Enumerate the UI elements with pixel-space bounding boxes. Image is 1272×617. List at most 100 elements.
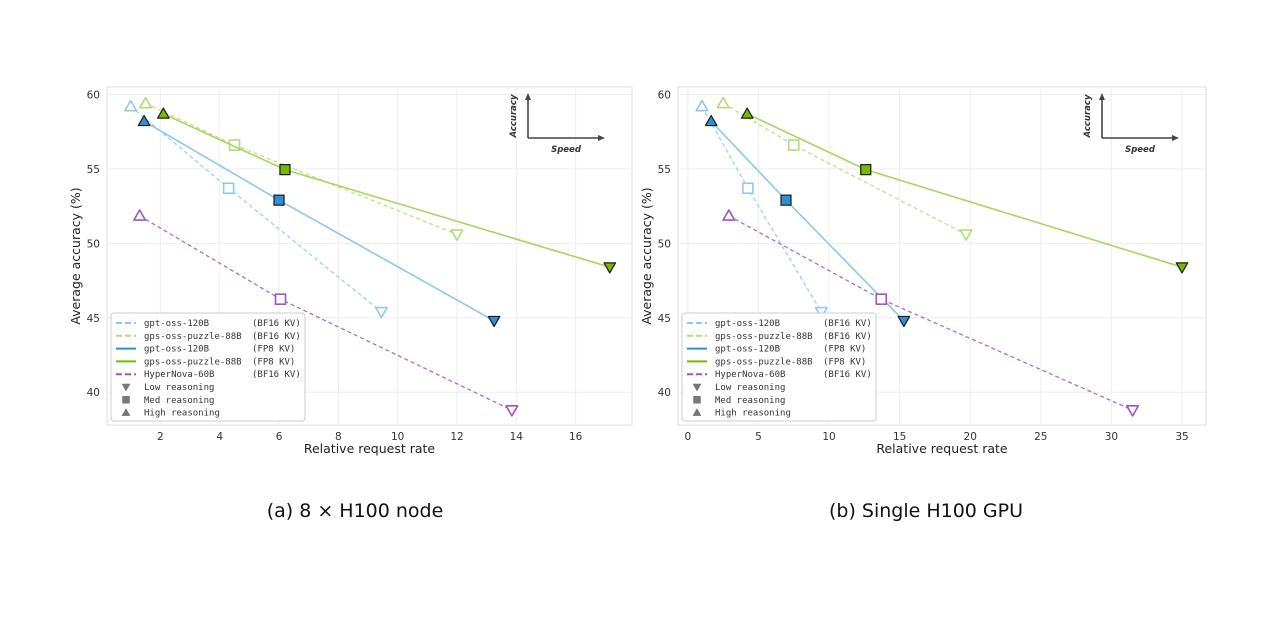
y-tick-label: 60 <box>658 89 671 101</box>
legend-marker-label: Low reasoning <box>144 383 214 393</box>
legend-triangle-down-icon <box>121 383 131 392</box>
legend: gpt-oss-120B (BF16 KV) gps-oss-puzzle-88B (… <box>110 312 306 422</box>
series-4 <box>133 209 519 417</box>
x-tick-label: 35 <box>1175 431 1188 443</box>
data-point-low <box>374 306 388 319</box>
x-tick-label: 5 <box>755 431 762 443</box>
legend-series-tag: (BF16 KV) <box>823 370 872 380</box>
y-tick-label: 45 <box>87 313 100 325</box>
legend-series-name: HyperNova-60B <box>715 370 785 380</box>
legend-series-tag: (BF16 KV) <box>252 332 301 342</box>
data-point-low <box>603 262 617 274</box>
x-tick-label: 25 <box>1034 431 1047 443</box>
data-point-low <box>450 229 464 241</box>
x-tick-label: 0 <box>685 431 692 443</box>
data-point-med <box>274 293 287 305</box>
legend-series-tag: (BF16 KV) <box>823 319 872 329</box>
legend-marker-label: Med reasoning <box>715 396 785 406</box>
data-point-med <box>875 293 888 305</box>
legend-box <box>110 312 306 422</box>
legend-series-tag: (FP8 KV) <box>823 345 866 355</box>
arrowhead-right-icon <box>598 135 605 141</box>
x-tick-label: 4 <box>216 431 223 443</box>
data-point-high <box>716 96 730 109</box>
legend-series-tag: (FP8 KV) <box>252 345 295 355</box>
legend-series-tag: (FP8 KV) <box>823 357 866 367</box>
data-point-med <box>780 194 792 206</box>
legend-box <box>681 312 877 422</box>
x-tick-label: 12 <box>450 431 463 443</box>
x-tick-label: 14 <box>510 431 524 443</box>
data-point-low <box>505 404 519 417</box>
x-tick-label: 10 <box>391 431 404 443</box>
y-tick-label: 60 <box>87 89 100 101</box>
y-axis-label: Average accuracy (%) <box>639 187 654 324</box>
x-tick-label: 8 <box>335 431 342 443</box>
data-point-high <box>139 96 153 109</box>
series-3 <box>157 107 617 274</box>
data-point-low <box>897 315 911 328</box>
legend-marker-label: Low reasoning <box>715 383 785 393</box>
x-tick-label: 10 <box>822 431 835 443</box>
data-point-med <box>222 182 235 195</box>
data-point-med <box>273 194 285 206</box>
legend-series-name: gpt-oss-120B <box>144 345 209 355</box>
legend-series-name: HyperNova-60B <box>144 370 214 380</box>
x-tick-label: 2 <box>157 431 164 443</box>
legend-series-name: gps-oss-puzzle-88B <box>715 357 813 367</box>
series-line <box>728 215 1133 411</box>
legend-series-name: gps-oss-puzzle-88B <box>715 332 813 342</box>
legend-series-name: gpt-oss-120B <box>715 319 780 329</box>
legend-series-name: gpt-oss-120B <box>715 345 780 355</box>
series-2 <box>704 114 911 328</box>
data-point-high <box>157 107 170 119</box>
x-tick-label: 15 <box>893 431 906 443</box>
y-axis-label: Average accuracy (%) <box>68 187 83 324</box>
x-tick-label: 30 <box>1105 431 1118 443</box>
legend-series-name: gps-oss-puzzle-88B <box>144 332 242 342</box>
y-tick-label: 55 <box>658 164 671 176</box>
inset-accuracy-label: Accuracy <box>509 94 519 138</box>
legend-triangle-up-icon <box>692 408 702 416</box>
legend-square-icon <box>693 396 701 404</box>
y-tick-label: 55 <box>87 164 100 176</box>
y-tick-label: 45 <box>658 313 671 325</box>
caption: (a) 8 × H100 node <box>267 500 444 522</box>
legend-marker-label: Med reasoning <box>144 396 214 406</box>
data-point-med <box>279 164 291 176</box>
x-tick-label: 16 <box>569 431 583 443</box>
x-axis-label: Relative request rate <box>876 441 1008 456</box>
series-1 <box>716 96 973 241</box>
data-point-high <box>124 99 138 112</box>
legend-series-tag: (BF16 KV) <box>823 332 872 342</box>
legend-marker-label: High reasoning <box>144 409 220 419</box>
series-3 <box>740 107 1189 274</box>
legend-series-tag: (BF16 KV) <box>252 370 301 380</box>
inset-accuracy-label: Accuracy <box>1083 94 1093 138</box>
chart-panel-0: 2 4 6 8 10 12 14 16 40 45 50 55 60 Relative request r… <box>68 86 633 522</box>
series-line <box>722 102 967 235</box>
data-point-high <box>704 114 718 127</box>
data-point-high <box>137 114 151 127</box>
series-0 <box>124 99 388 319</box>
legend-series-name: gpt-oss-120B <box>144 319 209 329</box>
legend-triangle-down-icon <box>692 383 702 392</box>
data-point-low <box>1175 262 1189 274</box>
y-tick-label: 50 <box>87 238 100 250</box>
chart-panel-1: 0 5 10 15 20 25 30 35 40 45 50 55 60 Relative request… <box>639 86 1207 522</box>
legend-series-tag: (FP8 KV) <box>252 357 295 367</box>
series-2 <box>137 114 501 328</box>
inset-speed-label: Speed <box>551 145 582 155</box>
legend-marker-label: High reasoning <box>715 409 791 419</box>
data-point-med <box>787 139 800 151</box>
caption: (b) Single H100 GPU <box>829 500 1023 522</box>
data-point-low <box>487 315 501 328</box>
data-point-low <box>1126 404 1140 417</box>
arrowhead-right-icon <box>1172 135 1179 141</box>
data-point-high <box>722 209 736 221</box>
data-point-high <box>740 107 754 119</box>
x-axis-label: Relative request rate <box>304 441 436 456</box>
data-point-low <box>959 229 973 241</box>
y-tick-label: 40 <box>87 387 100 399</box>
